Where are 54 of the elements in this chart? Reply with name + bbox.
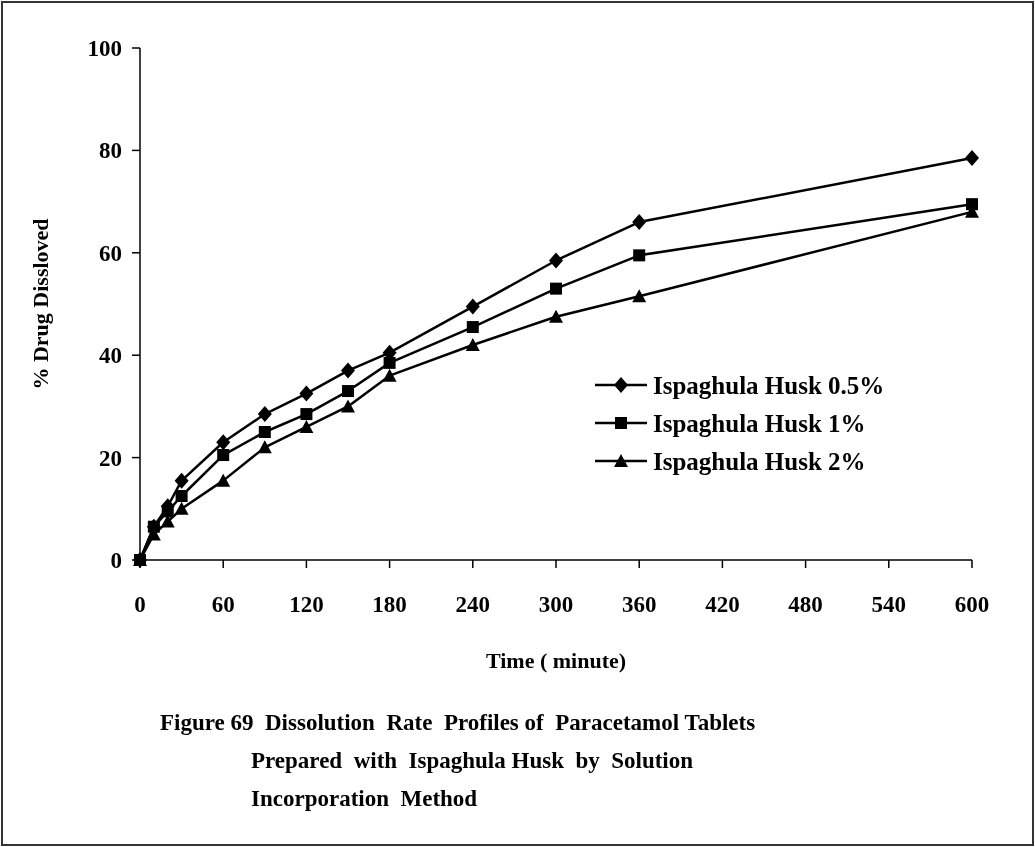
point bbox=[466, 321, 479, 334]
point bbox=[216, 434, 231, 451]
legend-label: Ispaghula Husk 2% bbox=[653, 448, 866, 475]
legend-label: Ispaghula Husk 0.5% bbox=[653, 372, 885, 399]
point bbox=[299, 385, 314, 402]
y-tick-label: 0 bbox=[110, 548, 122, 573]
y-tick-label: 40 bbox=[99, 343, 122, 369]
legend-label: Ispaghula Husk 1% bbox=[653, 410, 866, 437]
x-tick-label: 300 bbox=[538, 592, 574, 617]
point bbox=[965, 150, 979, 167]
point bbox=[632, 214, 647, 231]
caption: Figure 69 Dissolution Rate Profiles of Paracetamol Tablets bbox=[160, 710, 756, 735]
y-axis-title: % Drug Dissloved bbox=[28, 218, 53, 390]
point bbox=[161, 505, 174, 518]
x-axis-title: Time ( minute) bbox=[485, 648, 627, 673]
x-tick-label: 120 bbox=[289, 592, 324, 617]
point bbox=[550, 282, 562, 295]
point bbox=[465, 298, 480, 315]
x-tick-label: 600 bbox=[954, 592, 990, 617]
point bbox=[341, 362, 355, 379]
point bbox=[633, 249, 646, 262]
point bbox=[341, 399, 355, 413]
point bbox=[383, 356, 396, 369]
point bbox=[549, 252, 563, 269]
point bbox=[966, 198, 978, 211]
point bbox=[257, 440, 272, 454]
point bbox=[299, 419, 314, 433]
point bbox=[174, 501, 189, 515]
y-tick-label: 20 bbox=[99, 445, 122, 471]
point bbox=[300, 408, 313, 421]
x-tick-label: 60 bbox=[211, 592, 235, 617]
text: Incorporation Method bbox=[251, 786, 478, 811]
point bbox=[216, 473, 231, 487]
point bbox=[175, 490, 188, 502]
point bbox=[174, 472, 189, 489]
point bbox=[382, 368, 397, 382]
text: Prepared with Ispaghula Husk by Solution bbox=[251, 748, 694, 773]
point bbox=[549, 309, 563, 323]
x-tick-label: 240 bbox=[455, 592, 491, 617]
y-tick-label: 80 bbox=[99, 138, 122, 164]
point bbox=[465, 337, 480, 351]
point bbox=[258, 426, 271, 438]
x-tick-label: 420 bbox=[705, 592, 740, 617]
y-tick-label: 60 bbox=[99, 240, 122, 266]
point bbox=[257, 406, 272, 423]
x-tick-label: 180 bbox=[372, 592, 407, 617]
x-tick-label: 360 bbox=[621, 592, 657, 617]
point bbox=[632, 289, 647, 303]
x-tick-label: 480 bbox=[788, 592, 823, 617]
x-tick-label: 0 bbox=[134, 592, 146, 617]
point bbox=[342, 385, 354, 398]
y-tick-label: 100 bbox=[87, 36, 122, 61]
x-tick-label: 540 bbox=[871, 592, 907, 617]
point bbox=[217, 449, 230, 462]
